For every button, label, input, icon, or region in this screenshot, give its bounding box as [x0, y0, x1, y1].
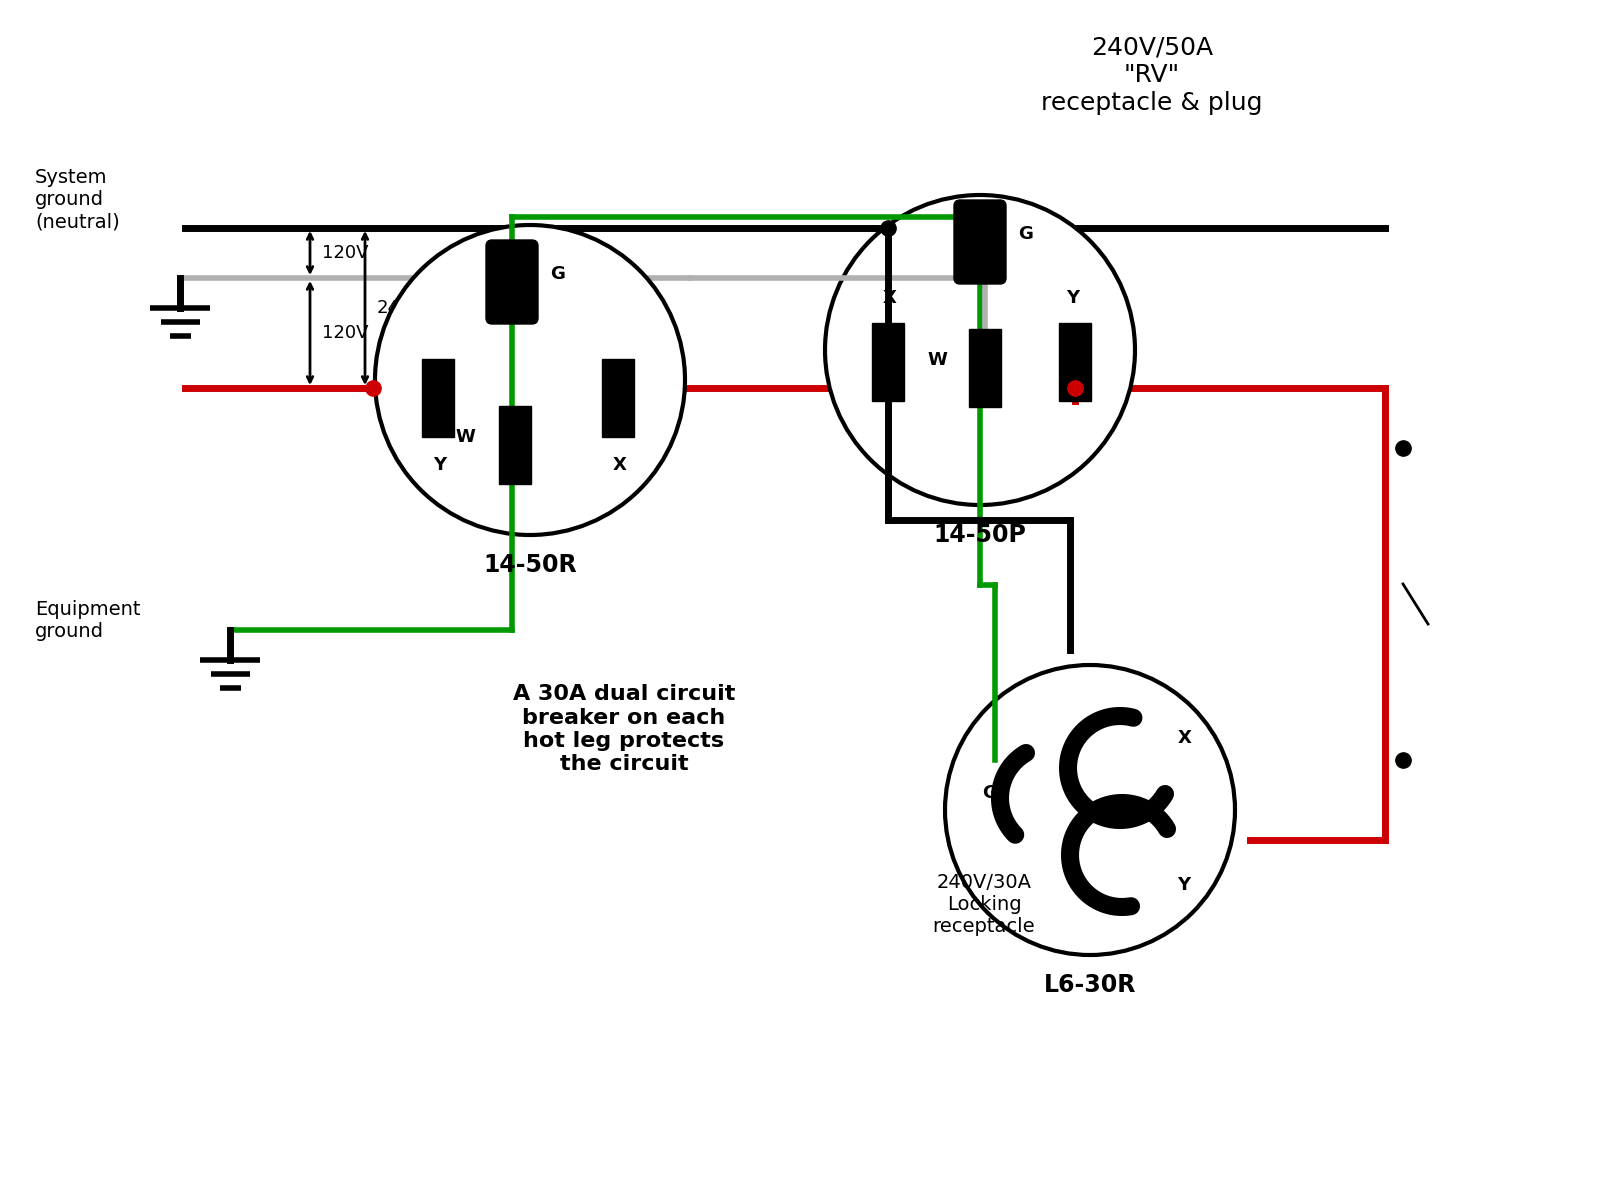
Text: G: G	[982, 784, 997, 802]
FancyBboxPatch shape	[872, 323, 904, 401]
FancyBboxPatch shape	[499, 406, 531, 484]
FancyBboxPatch shape	[1059, 323, 1091, 401]
Text: 14-50R: 14-50R	[483, 553, 578, 577]
Text: 120V: 120V	[322, 244, 368, 262]
Text: X: X	[883, 289, 898, 307]
Text: Equipment
ground: Equipment ground	[35, 599, 141, 641]
Text: 240V/50A
"RV"
receptacle & plug: 240V/50A "RV" receptacle & plug	[1042, 35, 1262, 114]
Text: G: G	[1018, 225, 1034, 243]
Text: L6-30R: L6-30R	[1043, 974, 1136, 997]
Text: Y: Y	[1178, 876, 1190, 894]
FancyBboxPatch shape	[970, 329, 1002, 407]
FancyBboxPatch shape	[486, 240, 538, 324]
Text: 240V: 240V	[378, 299, 424, 317]
Text: Y: Y	[434, 455, 446, 474]
Circle shape	[374, 225, 685, 535]
Text: X: X	[613, 455, 627, 474]
Circle shape	[826, 195, 1134, 505]
Text: G: G	[550, 266, 565, 283]
Text: 14-50P: 14-50P	[933, 523, 1027, 548]
Text: Y: Y	[1067, 289, 1080, 307]
FancyBboxPatch shape	[422, 359, 454, 437]
Text: X: X	[1178, 729, 1192, 747]
Text: A 30A dual circuit
breaker on each
hot leg protects
the circuit: A 30A dual circuit breaker on each hot l…	[514, 684, 734, 774]
FancyBboxPatch shape	[602, 359, 634, 437]
Text: W: W	[454, 428, 475, 446]
Text: 120V: 120V	[322, 324, 368, 342]
FancyBboxPatch shape	[954, 199, 1006, 284]
Circle shape	[946, 666, 1235, 955]
Text: W: W	[926, 350, 947, 369]
Text: 240V/30A
Locking
receptacle: 240V/30A Locking receptacle	[933, 873, 1035, 936]
Text: System
ground
(neutral): System ground (neutral)	[35, 168, 120, 231]
